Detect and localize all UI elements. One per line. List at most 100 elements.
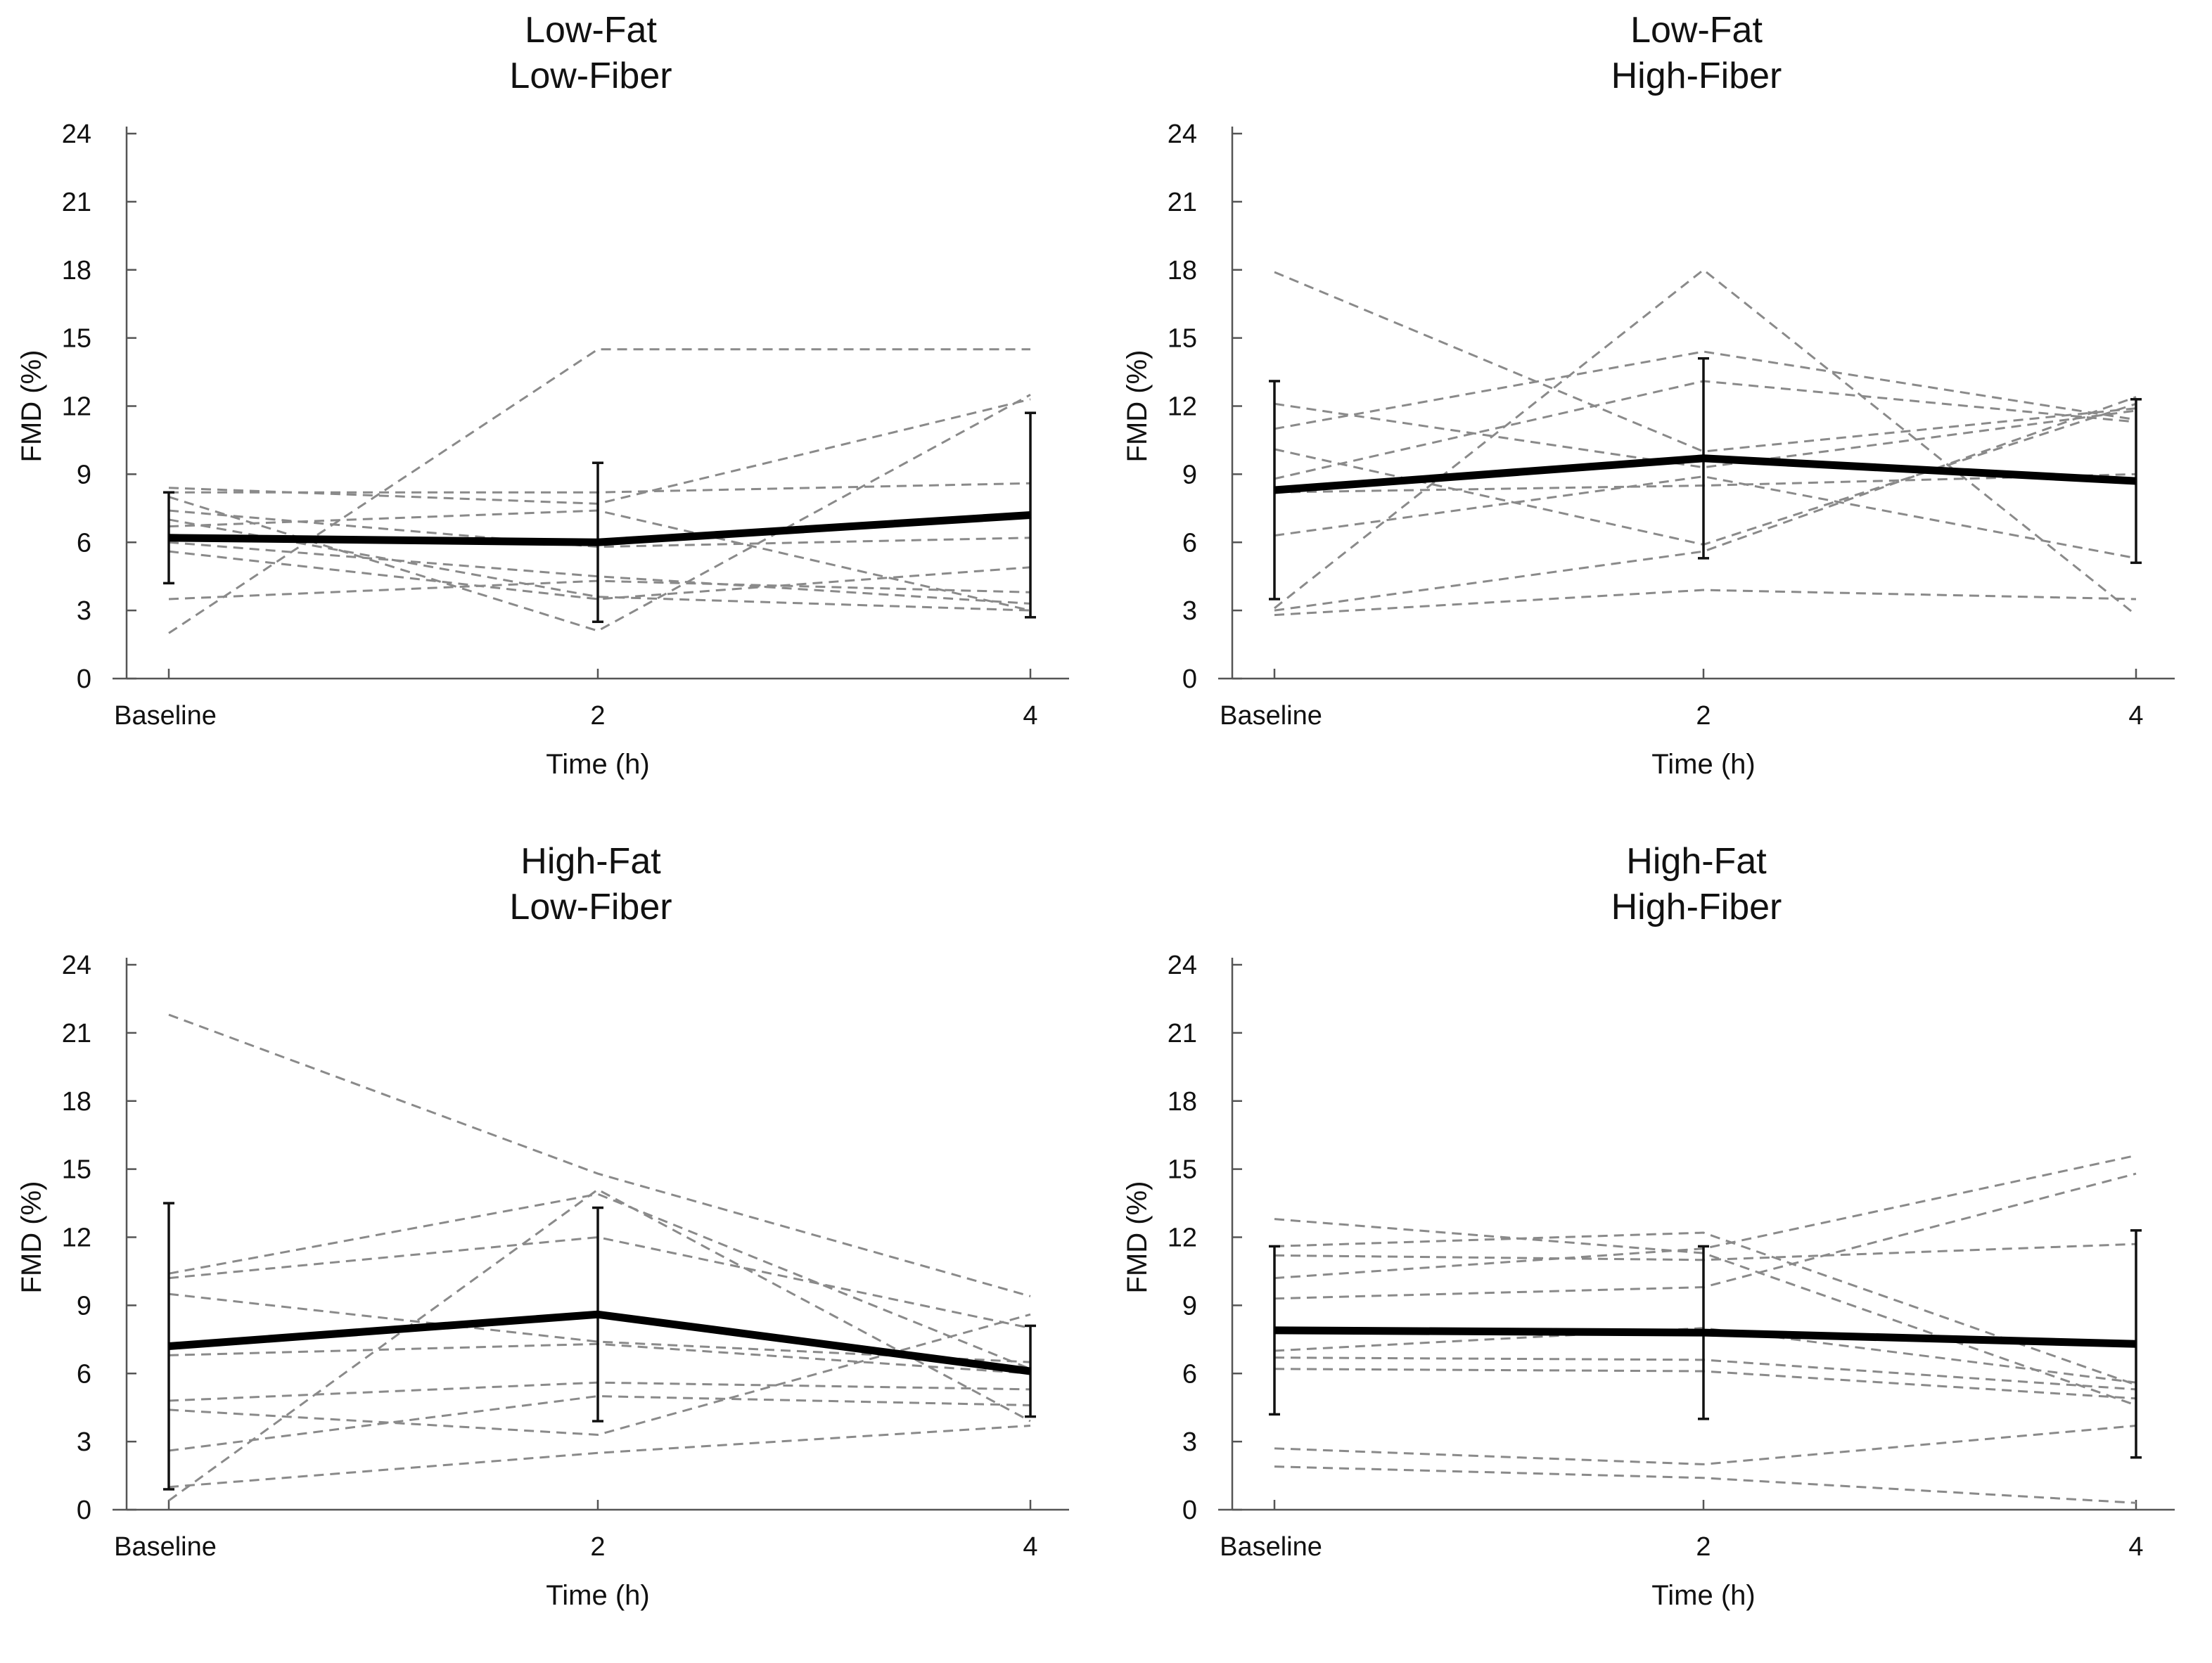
- participant-series-line: [1274, 268, 2137, 616]
- participant-series-line: [168, 1188, 1031, 1502]
- y-tick-label: 0: [1182, 1496, 1197, 1525]
- mean-series-line: [168, 1310, 1031, 1375]
- chart-panel-high-fat-high-fiber: High-Fat High-Fiber 0 3 6 9 12 15 18 21 24 Baseline…: [1106, 831, 2211, 1662]
- y-tick-label: 21: [1168, 1019, 1197, 1048]
- chart-title-line: Low-Fat: [525, 10, 657, 51]
- chart-panel-high-fat-low-fiber: High-Fat Low-Fiber 0 3 6 9 12 15 18 21 24 Baseline 2…: [0, 831, 1106, 1662]
- y-tick-label: 24: [1168, 120, 1197, 149]
- chart-title-line: Low-Fat: [1630, 10, 1763, 51]
- x-axis-label: Time (h): [1651, 1580, 1755, 1611]
- y-axis-label: FMD (%): [16, 350, 47, 463]
- chart-svg: High-Fat Low-Fiber 0 3 6 9 12 15 18 21 24 Baseline 2…: [16, 841, 1069, 1611]
- y-tick-label: 6: [1182, 528, 1197, 558]
- y-tick-label: 21: [62, 1019, 91, 1048]
- participant-series-line: [1274, 1465, 2137, 1504]
- participant-series-line: [169, 482, 1031, 494]
- y-tick-label: 24: [62, 951, 91, 980]
- participant-series-line: [168, 1193, 1031, 1370]
- y-tick-label: 18: [62, 256, 91, 285]
- participant-series-line: [1274, 475, 2137, 560]
- chart-panel-low-fat-high-fiber: Low-Fat High-Fiber 0 3 6 9 12 15 18 21 24 Baseline 2…: [1106, 0, 2211, 831]
- participant-series-line: [168, 1013, 1031, 1297]
- y-tick-label: 0: [77, 664, 91, 694]
- mean-series-line: [1274, 1326, 2137, 1348]
- y-tick-label: 12: [62, 1224, 91, 1253]
- y-tick-label: 12: [62, 392, 91, 422]
- y-tick-label: 6: [77, 1359, 91, 1389]
- y-tick-label: 9: [77, 1291, 91, 1321]
- participant-series-line: [168, 1425, 1031, 1489]
- participant-series-line: [168, 541, 1031, 605]
- x-tick-label: 2: [590, 701, 605, 731]
- participant-series-line: [168, 550, 1031, 601]
- y-tick-label: 15: [1168, 1155, 1197, 1185]
- chart-panel-low-fat-low-fiber: Low-Fat Low-Fiber 0 3 6 9 12 15 18 21 24 Baseline 2 4…: [0, 0, 1106, 831]
- y-tick-label: 24: [62, 120, 91, 149]
- y-tick-label: 18: [1168, 256, 1197, 285]
- x-tick-label: 2: [590, 1532, 605, 1562]
- y-tick-label: 12: [1168, 1224, 1197, 1253]
- chart-svg: High-FatHigh-Fiber03691215182124Baseline…: [1122, 841, 2175, 1611]
- x-tick-label: 4: [2128, 701, 2143, 731]
- participant-series-line: [1274, 380, 2137, 480]
- participant-series-line: [168, 1342, 1031, 1375]
- x-tick-label: 2: [1696, 701, 1711, 731]
- y-tick-label: 0: [77, 1496, 91, 1525]
- participant-series-line: [1274, 350, 2137, 430]
- y-tick-label: 18: [1168, 1087, 1197, 1117]
- participant-series-line: [1274, 1425, 2137, 1465]
- y-tick-label: 15: [62, 324, 91, 354]
- participant-series-line: [1274, 1368, 2137, 1400]
- participant-series-line: [168, 1381, 1031, 1402]
- x-tick-label: 2: [1696, 1532, 1711, 1562]
- y-tick-label: 9: [1182, 460, 1197, 489]
- y-tick-label: 3: [77, 1427, 91, 1457]
- chart-title-line: Low-Fiber: [509, 887, 672, 927]
- mean-series-line: [1274, 454, 2137, 494]
- y-tick-label: 6: [1182, 1359, 1197, 1389]
- y-axis-label: FMD (%): [16, 1181, 47, 1294]
- participant-series-line: [168, 348, 1030, 634]
- y-axis-label: FMD (%): [1122, 350, 1153, 463]
- chart-title-line: Low-Fiber: [509, 56, 672, 96]
- x-tick-label: Baseline: [114, 1532, 217, 1562]
- x-tick-label: Baseline: [1220, 1532, 1322, 1562]
- participant-series-line: [1274, 396, 2137, 612]
- y-tick-label: 21: [1168, 188, 1197, 217]
- participant-series-line: [1274, 1231, 2137, 1386]
- chart-title-line: High-Fat: [1626, 841, 1767, 882]
- x-axis-label: Time (h): [546, 1580, 649, 1611]
- y-tick-label: 24: [1168, 951, 1197, 980]
- x-tick-label: 4: [1023, 701, 1037, 731]
- y-tick-label: 9: [1182, 1291, 1197, 1321]
- x-tick-label: 4: [2128, 1532, 2143, 1562]
- participant-series-line: [1274, 1172, 2137, 1300]
- x-tick-label: Baseline: [1220, 701, 1322, 731]
- chart-title-line: High-Fiber: [1611, 56, 1782, 96]
- y-tick-label: 3: [77, 596, 91, 626]
- y-tick-label: 12: [1168, 392, 1197, 422]
- mean-series-line: [168, 511, 1031, 546]
- y-tick-label: 6: [77, 528, 91, 558]
- chart-title-line: High-Fat: [520, 841, 661, 882]
- x-tick-label: Baseline: [114, 701, 217, 731]
- participant-series-line: [168, 509, 1031, 548]
- participant-series-line: [1274, 1154, 2137, 1280]
- y-tick-label: 21: [62, 188, 91, 217]
- y-tick-label: 3: [1182, 1427, 1197, 1457]
- y-tick-label: 3: [1182, 596, 1197, 626]
- participant-series-line: [1274, 589, 2137, 617]
- x-axis-label: Time (h): [546, 749, 649, 780]
- participant-series-line: [168, 398, 1031, 505]
- y-tick-label: 15: [62, 1155, 91, 1185]
- participant-series-line: [168, 1395, 1031, 1452]
- chart-title-line: High-Fiber: [1611, 887, 1782, 927]
- y-tick-label: 0: [1182, 664, 1197, 694]
- y-tick-label: 15: [1168, 324, 1197, 354]
- participant-series-line: [1274, 1356, 2137, 1391]
- x-axis-label: Time (h): [1651, 749, 1755, 780]
- y-tick-label: 18: [62, 1087, 91, 1117]
- y-tick-label: 9: [77, 460, 91, 489]
